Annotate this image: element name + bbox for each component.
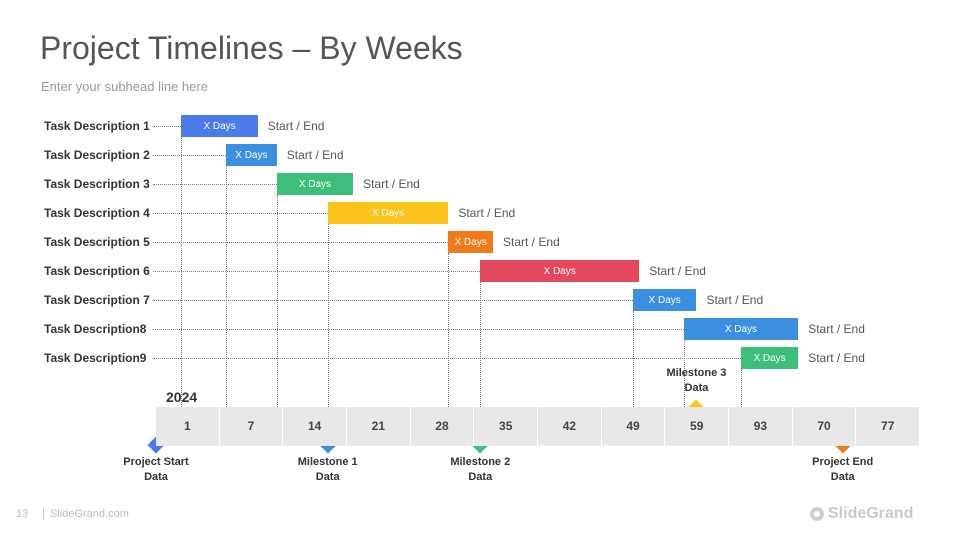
milestone-label: Project End Data xyxy=(788,455,898,485)
task-label: Task Description 4 xyxy=(44,206,150,220)
task-leader-line xyxy=(153,329,684,330)
task-range-label: Start / End xyxy=(458,206,516,220)
axis-tick-label: 42 xyxy=(537,407,601,446)
axis-tick-label: 93 xyxy=(728,407,792,446)
task-bar: X Days xyxy=(480,260,640,282)
task-start-guide xyxy=(181,137,183,407)
milestone-label: Milestone 1 Data xyxy=(273,455,383,485)
milestone-label-line1: Project End xyxy=(812,456,874,468)
task-start-guide xyxy=(480,282,482,407)
milestone-label-line1: Project Start xyxy=(123,456,189,468)
task-label: Task Description8 xyxy=(44,322,147,336)
axis-tick-label: 49 xyxy=(600,407,665,446)
task-bar: X Days xyxy=(740,347,799,369)
task-range-label: Start / End xyxy=(808,351,865,365)
milestone-label: Project Start Data xyxy=(101,455,211,485)
milestone-label-line2: Data xyxy=(468,471,493,483)
task-range-label: Start / End xyxy=(363,177,420,191)
brand-logo: SlideGrand xyxy=(810,505,913,523)
task-leader-line xyxy=(153,242,449,243)
brand-logo-icon xyxy=(810,507,824,521)
task-start-guide xyxy=(740,369,742,407)
brand-name: SlideGrand xyxy=(828,505,914,522)
task-label: Task Description 2 xyxy=(44,148,150,162)
task-bar: X Days xyxy=(276,173,354,195)
task-label: Task Description 7 xyxy=(44,293,150,307)
milestone-label: Milestone 3 Data xyxy=(641,366,751,396)
axis-tick-label: 59 xyxy=(664,407,728,446)
task-bar: X Days xyxy=(632,289,697,311)
task-range-label: Start / End xyxy=(808,322,865,336)
task-start-guide xyxy=(225,166,227,407)
task-leader-line xyxy=(153,300,633,301)
task-leader-line xyxy=(153,126,182,127)
task-label: Task Description 6 xyxy=(44,264,150,278)
footer-site: SlideGrand.com xyxy=(43,508,129,520)
milestone-label-line1: Milestone 3 xyxy=(666,367,727,379)
axis-tick-label: 1 xyxy=(183,419,191,433)
task-label: Task Description 5 xyxy=(44,235,150,249)
task-leader-line xyxy=(153,271,481,272)
axis-tick-label: 7 xyxy=(218,407,283,446)
milestone-label: Milestone 2 Data xyxy=(425,455,535,485)
axis-tick-label: 28 xyxy=(409,407,474,446)
milestone-label-line2: Data xyxy=(684,382,709,394)
task-start-guide xyxy=(276,195,278,407)
task-bar: X Days xyxy=(683,318,799,340)
task-start-guide xyxy=(448,253,450,407)
task-start-guide xyxy=(632,311,634,407)
milestone-label-line1: Milestone 2 xyxy=(450,456,511,468)
task-range-label: Start / End xyxy=(706,293,764,307)
task-range-label: Start / End xyxy=(267,119,325,133)
axis-tick-label: 77 xyxy=(855,407,919,446)
task-bar: X Days xyxy=(327,202,449,224)
task-start-guide xyxy=(683,340,685,407)
week-axis: 1 7 14 21 28 35 42 49 59 93 70 77 xyxy=(156,407,919,446)
task-range-label: Start / End xyxy=(286,148,344,162)
year-label: 2024 xyxy=(166,389,198,405)
task-start-guide xyxy=(327,224,329,407)
axis-tick-label: 70 xyxy=(791,407,856,446)
task-label: Task Description 3 xyxy=(44,177,150,191)
task-leader-line xyxy=(153,155,226,156)
task-label: Task Description 1 xyxy=(44,119,150,133)
axis-tick-label: 35 xyxy=(473,407,537,446)
axis-tick-label: 21 xyxy=(346,407,410,446)
axis-tick-label: 14 xyxy=(282,407,346,446)
task-leader-line xyxy=(153,184,277,185)
task-bar: X Days xyxy=(448,231,493,253)
task-leader-line xyxy=(153,358,741,359)
page-number: 13 xyxy=(16,508,29,520)
milestone-label-line2: Data xyxy=(315,471,340,483)
milestone-label-line2: Data xyxy=(144,471,168,483)
task-label: Task Description9 xyxy=(44,351,147,365)
task-range-label: Start / End xyxy=(502,235,560,249)
slide-subhead: Enter your subhead line here xyxy=(41,79,208,94)
slide-title: Project Timelines – By Weeks xyxy=(40,30,463,66)
task-range-label: Start / End xyxy=(649,264,706,278)
milestone-label-line1: Milestone 1 xyxy=(297,456,358,468)
milestone-label-line2: Data xyxy=(830,471,855,483)
task-leader-line xyxy=(153,213,328,214)
task-bar: X Days xyxy=(181,115,258,137)
task-bar: X Days xyxy=(225,144,277,166)
